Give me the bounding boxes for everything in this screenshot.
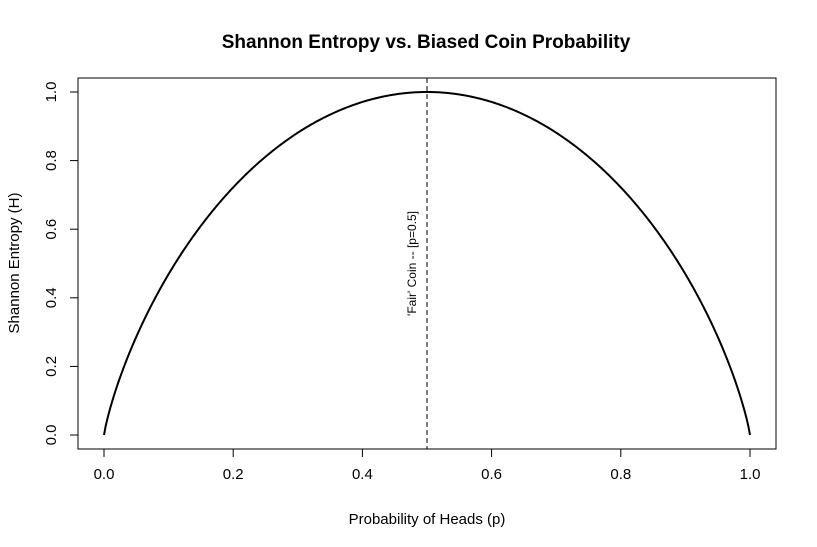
x-tick-label: 0.0: [94, 466, 115, 483]
x-axis-label: Probability of Heads (p): [349, 511, 506, 528]
y-axis-label: Shannon Entropy (H): [6, 193, 23, 334]
chart-title: Shannon Entropy vs. Biased Coin Probabil…: [222, 32, 631, 53]
x-tick-label: 0.8: [610, 466, 631, 483]
x-tick-label: 0.4: [352, 466, 373, 483]
y-tick-label: 0.8: [43, 150, 60, 171]
x-axis: 0.0 0.2 0.4 0.6 0.8 1.0: [94, 448, 761, 483]
y-tick-label: 0.0: [43, 425, 60, 446]
y-tick-label: 0.4: [43, 287, 60, 308]
y-tick-label: 0.6: [43, 219, 60, 240]
y-tick-label: 0.2: [43, 356, 60, 377]
x-tick-label: 1.0: [740, 466, 761, 483]
x-tick-label: 0.2: [223, 466, 244, 483]
fair-coin-annotation-label: 'Fair' Coin -- [p=0.5]: [405, 211, 419, 316]
x-tick-label: 0.6: [481, 466, 502, 483]
y-axis: 0.0 0.2 0.4 0.6 0.8 1.0: [43, 82, 79, 446]
y-tick-label: 1.0: [43, 82, 60, 103]
entropy-curve-series: [103, 90, 751, 436]
